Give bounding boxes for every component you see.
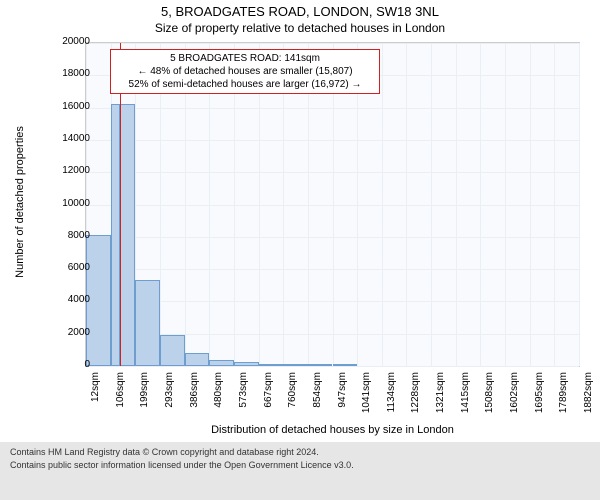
x-tick-label: 199sqm bbox=[139, 372, 149, 432]
histogram-bar bbox=[209, 360, 234, 366]
histogram-bar bbox=[333, 364, 358, 366]
histogram-bar bbox=[111, 104, 120, 366]
gridline-v bbox=[431, 43, 432, 366]
footer-line-2: Contains public sector information licen… bbox=[10, 459, 590, 472]
y-tick-label: 8000 bbox=[42, 231, 90, 241]
histogram-bar bbox=[283, 364, 308, 366]
histogram-bar bbox=[234, 362, 259, 366]
y-tick-label: 0 bbox=[42, 360, 90, 370]
y-tick-label: 16000 bbox=[42, 102, 90, 112]
x-tick-label: 667sqm bbox=[263, 372, 273, 432]
histogram-bar bbox=[185, 353, 210, 366]
y-tick-label: 2000 bbox=[42, 328, 90, 338]
chart-title: 5, BROADGATES ROAD, LONDON, SW18 3NL bbox=[0, 4, 600, 19]
y-tick-label: 18000 bbox=[42, 69, 90, 79]
x-tick-label: 854sqm bbox=[312, 372, 322, 432]
x-tick-label: 1041sqm bbox=[361, 372, 371, 432]
gridline-v bbox=[456, 43, 457, 366]
y-tick-label: 10000 bbox=[42, 199, 90, 209]
x-tick-label: 106sqm bbox=[115, 372, 125, 432]
x-tick-label: 1882sqm bbox=[583, 372, 593, 432]
x-tick-label: 293sqm bbox=[164, 372, 174, 432]
annotation-line-1: 5 BROADGATES ROAD: 141sqm bbox=[115, 52, 375, 65]
histogram-bar bbox=[120, 104, 135, 366]
x-tick-label: 1134sqm bbox=[386, 372, 396, 432]
histogram-bar bbox=[259, 364, 284, 366]
gridline-h bbox=[86, 366, 579, 367]
x-tick-label: 760sqm bbox=[287, 372, 297, 432]
x-tick-label: 386sqm bbox=[189, 372, 199, 432]
x-tick-label: 947sqm bbox=[337, 372, 347, 432]
gridline-v bbox=[505, 43, 506, 366]
histogram-bar bbox=[308, 364, 333, 366]
y-axis-label: Number of detached properties bbox=[14, 52, 26, 352]
x-tick-label: 1789sqm bbox=[558, 372, 568, 432]
gridline-v bbox=[406, 43, 407, 366]
histogram-bar bbox=[135, 280, 160, 366]
gridline-v bbox=[554, 43, 555, 366]
footer: Contains HM Land Registry data © Crown c… bbox=[0, 442, 600, 500]
y-tick-label: 4000 bbox=[42, 295, 90, 305]
x-tick-label: 1415sqm bbox=[460, 372, 470, 432]
gridline-v bbox=[382, 43, 383, 366]
y-tick-label: 12000 bbox=[42, 166, 90, 176]
x-tick-label: 1695sqm bbox=[534, 372, 544, 432]
x-tick-label: 12sqm bbox=[90, 372, 100, 432]
x-tick-label: 1508sqm bbox=[484, 372, 494, 432]
plot-area: 5 BROADGATES ROAD: 141sqm ← 48% of detac… bbox=[85, 42, 580, 367]
y-tick-label: 6000 bbox=[42, 263, 90, 273]
x-tick-label: 1602sqm bbox=[509, 372, 519, 432]
x-tick-label: 1321sqm bbox=[435, 372, 445, 432]
annotation-line-2: ← 48% of detached houses are smaller (15… bbox=[115, 65, 375, 78]
annotation-box: 5 BROADGATES ROAD: 141sqm ← 48% of detac… bbox=[110, 49, 380, 94]
gridline-v bbox=[480, 43, 481, 366]
x-axis-label: Distribution of detached houses by size … bbox=[85, 424, 580, 436]
y-tick-label: 14000 bbox=[42, 134, 90, 144]
annotation-line-3: 52% of semi-detached houses are larger (… bbox=[115, 78, 375, 91]
y-tick-label: 20000 bbox=[42, 37, 90, 47]
x-tick-label: 480sqm bbox=[213, 372, 223, 432]
footer-line-1: Contains HM Land Registry data © Crown c… bbox=[10, 446, 590, 459]
gridline-v bbox=[579, 43, 580, 366]
chart-area: Number of detached properties 5 BROADGAT… bbox=[30, 32, 590, 437]
x-tick-label: 1228sqm bbox=[410, 372, 420, 432]
gridline-v bbox=[530, 43, 531, 366]
histogram-bar bbox=[160, 335, 185, 366]
x-tick-label: 573sqm bbox=[238, 372, 248, 432]
